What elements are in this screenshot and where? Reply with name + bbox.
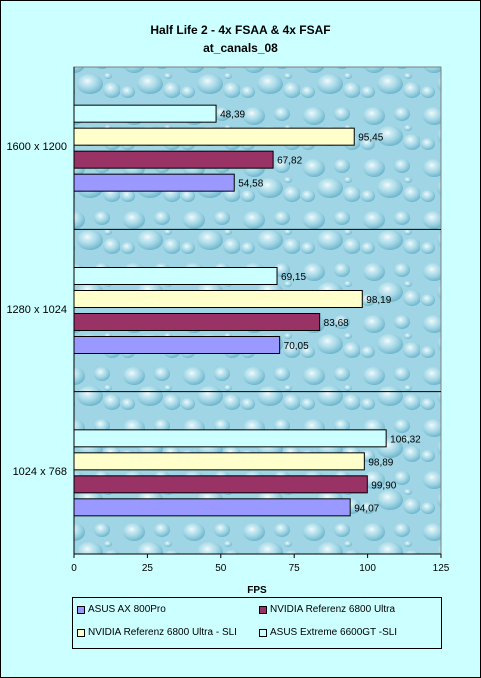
chart-title: Half Life 2 - 4x FSAA & 4x FSAF [150,23,331,37]
legend-item: ASUS Extreme 6600GT -SLI [259,627,397,638]
data-label: 95,45 [358,133,383,144]
legend-swatch [77,605,85,614]
bar [73,267,278,285]
legend-swatch [259,605,267,614]
bar [73,150,274,169]
legend-item: NVIDIA Referenz 6800 Ultra - SLI [77,627,237,638]
data-label: 83,68 [324,318,349,329]
legend-label: ASUS AX 800Pro [88,604,166,615]
data-label: 106,32 [390,434,421,445]
legend-item: ASUS AX 800Pro [77,604,166,615]
data-label: 48,39 [220,110,245,121]
legend-item: NVIDIA Referenz 6800 Ultra [259,604,395,615]
x-tick-label: 50 [215,563,227,574]
plot-background [73,66,442,555]
data-label: 99,90 [371,480,396,491]
legend-label: ASUS Extreme 6600GT -SLI [270,627,398,638]
bar [73,429,387,448]
x-axis-label: FPS [247,585,267,596]
data-label: 69,15 [281,272,306,283]
legend: ASUS AX 800Pro NVIDIA Referenz 6800 Ultra… [72,597,442,649]
bar [73,336,281,354]
category-label: 1600 x 1200 [6,141,67,154]
bar [73,452,365,471]
bar [73,313,321,331]
x-tick-label: 75 [289,563,301,574]
bar [73,173,235,192]
category-label: 1024 x 768 [12,465,67,478]
x-tick-label: 100 [359,563,376,574]
bar [73,290,363,308]
data-label: 98,89 [368,457,393,468]
bar [73,475,368,494]
chart-subtitle: at_canals_08 [203,41,278,55]
legend-label: NVIDIA Referenz 6800 Ultra [270,604,396,615]
bar [73,104,217,123]
data-label: 67,82 [277,156,302,167]
x-tick-label: 25 [142,563,154,574]
legend-swatch [259,628,267,637]
data-label: 70,05 [284,341,309,352]
bar [73,127,355,146]
data-label: 54,58 [238,179,263,190]
bar [73,498,351,517]
x-tick-label: 125 [433,563,450,574]
legend-label: NVIDIA Referenz 6800 Ultra - SLI [88,627,237,638]
category-label: 1280 x 1024 [6,303,67,316]
data-label: 98,19 [366,295,391,306]
x-tick-label: 0 [71,563,77,574]
data-label: 94,07 [354,503,379,514]
legend-swatch [77,628,85,637]
